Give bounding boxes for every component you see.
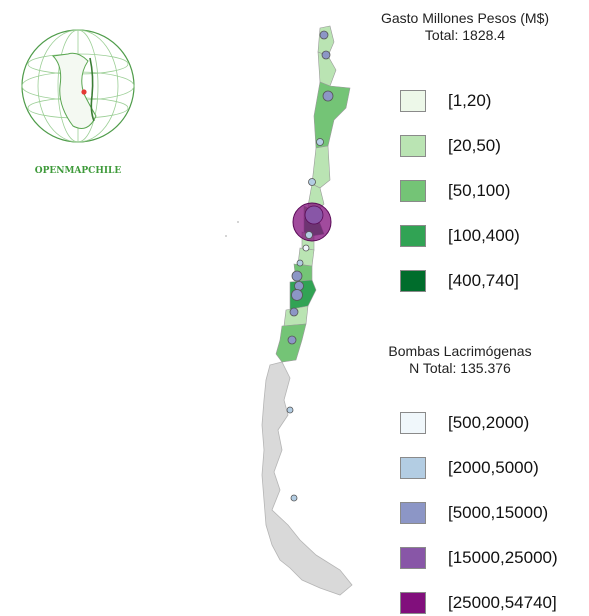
bomb-marker	[308, 178, 316, 186]
spending-legend-swatch	[400, 180, 426, 202]
spending-legend-item: [50,100)	[400, 178, 510, 204]
bomb-markers	[286, 30, 334, 502]
bombs-legend-label: [500,2000)	[448, 413, 530, 432]
region-antofagasta	[313, 81, 351, 149]
spending-legend-swatch	[400, 225, 426, 247]
bombs-legend-total: N Total: 135.376	[409, 360, 511, 376]
region-no-data-south	[261, 361, 353, 596]
spending-legend-title: Gasto Millones Pesos (M$) Total: 1828.4	[350, 10, 580, 44]
bomb-marker	[286, 406, 294, 414]
spending-legend-swatch	[400, 135, 426, 157]
spending-legend-swatch	[400, 270, 426, 292]
bomb-marker	[305, 231, 313, 239]
region-atacama	[311, 145, 331, 189]
bomb-marker	[304, 205, 324, 225]
spending-legend-heading: Gasto Millones Pesos (M$)	[380, 10, 550, 26]
bombs-legend-swatch	[400, 502, 426, 524]
bomb-marker	[291, 270, 303, 282]
spending-legend-label: [400,740]	[448, 271, 519, 290]
logo-text: OPENMAPCHILE	[35, 166, 122, 176]
spending-legend-item: [1,20)	[400, 88, 491, 114]
spending-legend-item: [20,50)	[400, 133, 501, 159]
globe-icon	[21, 29, 135, 143]
bombs-legend-swatch	[400, 547, 426, 569]
bomb-marker	[290, 494, 298, 502]
spending-legend-total: Total: 1828.4	[424, 27, 506, 43]
openmapchile-logo: OPENMAPCHILE	[18, 16, 138, 181]
spending-legend-item: [400,740]	[400, 268, 519, 294]
spending-legend-label: [1,20)	[448, 91, 492, 110]
bombs-legend-item: [25000,54740]	[400, 590, 557, 616]
spending-legend-label: [20,50)	[448, 136, 501, 155]
bomb-marker	[322, 90, 334, 102]
spending-legend-swatch	[400, 90, 426, 112]
bombs-legend-swatch	[400, 592, 426, 614]
bomb-marker	[291, 289, 303, 301]
spending-legend-label: [100,400)	[448, 226, 520, 245]
bomb-marker	[316, 138, 324, 146]
bombs-legend-label: [15000,25000)	[448, 548, 558, 567]
bomb-marker	[296, 259, 304, 267]
chile-map	[220, 20, 380, 607]
bomb-marker	[302, 244, 310, 252]
bombs-legend-item: [500,2000)	[400, 410, 529, 436]
bombs-legend-heading: Bombas Lacrimógenas	[388, 343, 532, 359]
bombs-legend-item: [2000,5000)	[400, 455, 539, 481]
bombs-legend-label: [2000,5000)	[448, 458, 539, 477]
bomb-marker	[287, 335, 297, 345]
bombs-legend-item: [5000,15000)	[400, 500, 548, 526]
bomb-marker	[289, 307, 299, 317]
bomb-marker	[319, 30, 329, 40]
bombs-legend-title: Bombas Lacrimógenas N Total: 135.376	[345, 343, 575, 377]
spending-legend-item: [100,400)	[400, 223, 520, 249]
bombs-legend-swatch	[400, 457, 426, 479]
bombs-legend-item: [15000,25000)	[400, 545, 558, 571]
bombs-legend-swatch	[400, 412, 426, 434]
bomb-marker	[321, 50, 331, 60]
bombs-legend-label: [5000,15000)	[448, 503, 549, 522]
bombs-legend-label: [25000,54740]	[448, 593, 557, 612]
spending-legend-label: [50,100)	[448, 181, 511, 200]
bomb-marker	[294, 281, 304, 291]
